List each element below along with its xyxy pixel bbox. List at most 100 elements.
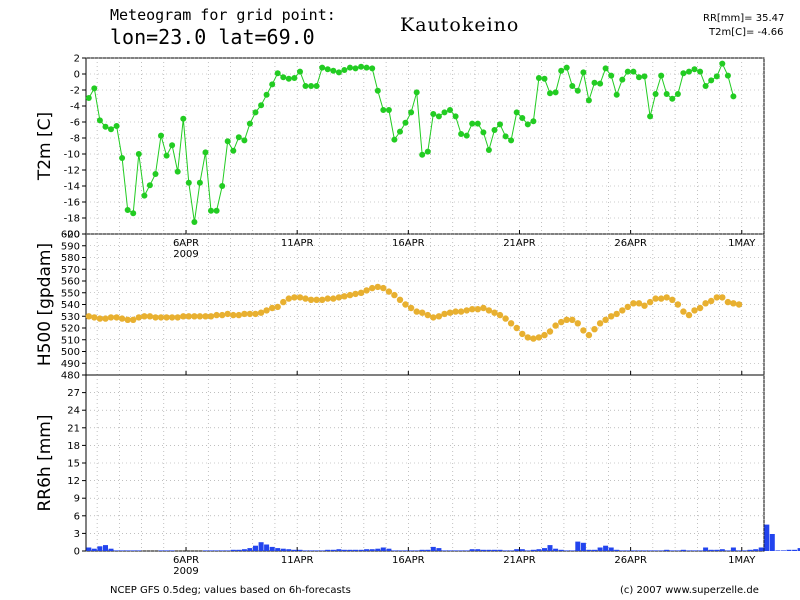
h500-ytick-label: 520 bbox=[61, 324, 80, 335]
h500-axis-title: H500 [gpdam] bbox=[35, 243, 55, 366]
rr6h-bar bbox=[314, 550, 320, 551]
h500-point bbox=[163, 314, 170, 321]
t2m-point bbox=[619, 76, 626, 83]
t2m-point bbox=[330, 67, 337, 74]
rr6h-bar bbox=[119, 550, 125, 551]
rr6h-ytick-label: 6 bbox=[74, 511, 80, 522]
h500-point bbox=[491, 309, 498, 316]
h500-point bbox=[280, 298, 287, 306]
h500-point bbox=[724, 298, 732, 306]
rr6h-bar bbox=[358, 549, 364, 551]
h500-point bbox=[730, 300, 737, 307]
rr6h-bar bbox=[114, 550, 120, 551]
t2m-point bbox=[174, 168, 181, 175]
h500-point bbox=[424, 311, 431, 319]
rr6h-bar bbox=[580, 542, 586, 551]
t2m-point bbox=[652, 91, 659, 97]
rr6h-bar bbox=[308, 550, 314, 551]
rr6h-bar bbox=[169, 550, 175, 551]
t2m-point bbox=[719, 60, 726, 67]
h500-point bbox=[569, 316, 576, 323]
h500-point bbox=[374, 283, 381, 291]
h500-point bbox=[613, 310, 620, 318]
h500-point bbox=[430, 314, 437, 321]
t2m-point bbox=[485, 147, 492, 153]
h500-point bbox=[574, 320, 581, 327]
t2m-point bbox=[441, 109, 448, 116]
rr6h-ytick-label: 21 bbox=[67, 423, 80, 434]
rr6h-bar bbox=[630, 550, 636, 551]
t2m-point bbox=[641, 73, 648, 80]
rr6h-bar bbox=[753, 549, 759, 551]
rr6h-xtick-label: 1MAY bbox=[728, 555, 756, 566]
h500-point bbox=[118, 315, 126, 322]
h500-point bbox=[646, 298, 654, 306]
rr6h-bar bbox=[658, 550, 664, 551]
h500-point bbox=[113, 314, 120, 321]
t2m-point bbox=[341, 67, 348, 73]
h500-point bbox=[96, 315, 104, 322]
rr6h-bar bbox=[736, 550, 742, 551]
rr6h-bar bbox=[797, 548, 800, 551]
rr6h-bar bbox=[669, 550, 675, 551]
t2m-point bbox=[469, 120, 476, 127]
t2m-point bbox=[452, 113, 459, 120]
rr6h-panel: 27 24 21 18 15 12 9 6 3 0 6APR 11APR 16APR 21APR 26APR… bbox=[35, 374, 800, 577]
rr6h-bar bbox=[303, 550, 308, 551]
rr6h-bar bbox=[347, 549, 353, 551]
t2m-ytick-label: -4 bbox=[70, 102, 80, 113]
h500-point bbox=[652, 295, 659, 302]
rr6h-bar bbox=[97, 546, 103, 551]
rr6h-bar bbox=[664, 549, 670, 551]
rr6h-ytick-label: 9 bbox=[74, 494, 80, 505]
h500-point bbox=[658, 295, 665, 302]
rr6h-bar bbox=[375, 548, 381, 551]
t2m-point bbox=[413, 89, 420, 96]
t2m-xtick-label: 26APR bbox=[614, 238, 647, 249]
rr6h-bar bbox=[336, 549, 342, 551]
h500-ytick-label: 480 bbox=[61, 371, 80, 382]
rr6h-bar bbox=[719, 549, 725, 551]
grid-point-coordinates: lon=23.0 lat=69.0 bbox=[110, 25, 315, 49]
rr6h-bar bbox=[547, 545, 553, 551]
t2m-point bbox=[291, 75, 298, 81]
t2m-point bbox=[724, 72, 731, 79]
rr6h-bar bbox=[747, 549, 753, 551]
t2m-point bbox=[502, 133, 509, 140]
rr6h-bar bbox=[247, 548, 253, 551]
t2m-ytick-label: -14 bbox=[64, 182, 80, 193]
h500-ytick-label: 530 bbox=[61, 312, 80, 323]
rr6h-bar bbox=[353, 549, 358, 551]
h500-point bbox=[407, 304, 415, 312]
h500-point bbox=[713, 294, 720, 301]
t2m-point bbox=[285, 75, 292, 82]
h500-point bbox=[519, 330, 526, 338]
h500-point bbox=[635, 300, 643, 307]
h500-point bbox=[580, 327, 587, 334]
h500-ytick-label: 560 bbox=[61, 277, 80, 288]
h500-point bbox=[202, 313, 209, 320]
t2m-point bbox=[158, 132, 164, 139]
h500-point bbox=[463, 307, 470, 314]
rr6h-bar bbox=[758, 547, 764, 551]
rr6h-bar bbox=[525, 550, 531, 551]
h500-point bbox=[619, 307, 626, 314]
rr6h-bar bbox=[492, 549, 497, 551]
rr6h-xtick-label: 6APR bbox=[173, 555, 199, 566]
t2m-point bbox=[491, 127, 498, 133]
h500-ytick-label: 490 bbox=[61, 359, 80, 370]
h500-point bbox=[507, 320, 515, 327]
rr6h-axis-title: RR6h [mm] bbox=[35, 414, 55, 511]
t2m-point bbox=[669, 95, 676, 102]
h500-point bbox=[152, 314, 159, 321]
t2m-point bbox=[130, 210, 137, 217]
rr6h-bar bbox=[558, 549, 564, 551]
rr6h-bar bbox=[592, 549, 597, 551]
t2m-point bbox=[324, 66, 331, 73]
location-title: Kautokeino bbox=[400, 14, 520, 36]
h500-point bbox=[224, 310, 231, 318]
rr6h-bar bbox=[269, 546, 275, 551]
t2m-point bbox=[269, 81, 276, 88]
h500-point bbox=[230, 311, 237, 319]
